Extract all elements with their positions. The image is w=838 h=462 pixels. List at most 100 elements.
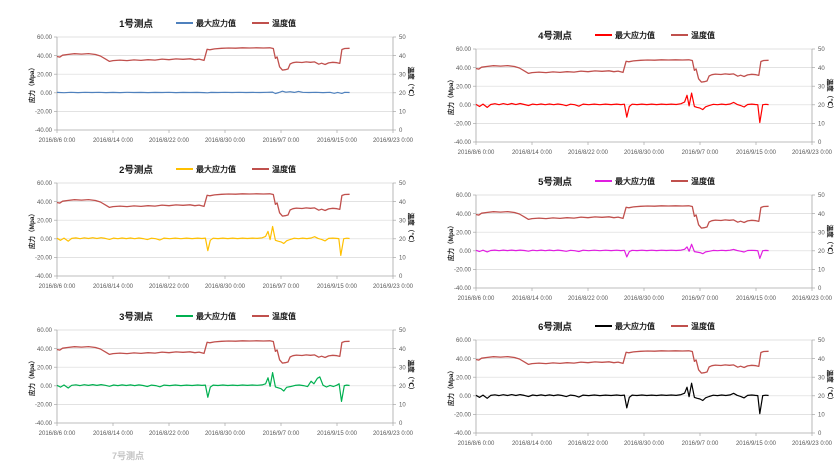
right-tick-label: 10: [818, 413, 825, 419]
chart-canvas: 3号测点 最大应力值 温度值 60.00 50 40.00 40 20.00 30 0.00 20 -…: [27, 311, 416, 437]
left-tick-label: 0.00: [459, 249, 471, 255]
cropped-next-chart-title: 7号测点: [112, 451, 145, 461]
chart-legend: 最大应力值 温度值: [595, 176, 715, 186]
right-tick-label: 50: [399, 181, 406, 187]
right-tick-label: 0: [818, 140, 822, 146]
left-tick-label: 0.00: [459, 394, 471, 400]
right-axis-label: 温度（℃）: [826, 79, 835, 113]
x-tick-label: 2016/8/6 0:00: [458, 296, 495, 302]
x-tick-label: 2016/9/23 0:00: [792, 150, 833, 156]
right-tick-label: 30: [399, 365, 406, 371]
stress-line: [475, 92, 769, 124]
right-tick-label: 50: [399, 35, 406, 41]
temperature-line: [475, 59, 769, 83]
right-tick-label: 50: [399, 328, 406, 334]
chart-title: 3号测点: [119, 311, 153, 323]
x-tick-label: 2016/8/30 0:00: [624, 296, 665, 302]
x-tick-label: 2016/8/14 0:00: [512, 150, 553, 156]
right-tick-label: 10: [818, 268, 825, 274]
stress-line: [56, 371, 350, 403]
left-tick-label: 40.00: [456, 357, 472, 363]
legend-stress-label: 最大应力值: [196, 311, 236, 321]
right-tick-label: 30: [399, 72, 406, 78]
left-axis-label: 应力（Mpa）: [27, 357, 36, 396]
x-tick-label: 2016/9/15 0:00: [736, 441, 777, 447]
chart-legend: 最大应力值 温度值: [595, 30, 715, 40]
left-tick-label: 40.00: [37, 200, 53, 206]
left-axis-label: 应力（Mpa）: [446, 222, 455, 261]
chart-canvas: 4号测点 最大应力值 温度值 60.00 50 40.00 40 20.00 30 0.00 20 -…: [446, 30, 835, 156]
x-tick-label: 2016/8/6 0:00: [458, 441, 495, 447]
right-tick-label: 20: [818, 394, 825, 400]
stress-line: [475, 382, 769, 415]
chart-canvas: 1号测点 最大应力值 温度值 60.00 50 40.00 40 20.00 30 0.00 20 -…: [27, 18, 416, 144]
x-tick-label: 2016/8/6 0:00: [458, 150, 495, 156]
left-axis-label: 应力（Mpa）: [27, 64, 36, 103]
legend-stress-label: 最大应力值: [615, 321, 655, 331]
chart-title: 4号测点: [538, 30, 572, 42]
right-tick-label: 30: [399, 218, 406, 224]
left-tick-label: 40.00: [37, 54, 53, 60]
x-tick-label: 2016/9/7 0:00: [263, 284, 300, 290]
left-tick-label: 20.00: [37, 72, 53, 78]
x-tick-label: 2016/8/14 0:00: [93, 138, 134, 144]
right-tick-label: 0: [399, 128, 403, 134]
chart-title: 2号测点: [119, 164, 153, 176]
temperature-line: [56, 47, 350, 71]
left-tick-label: -40.00: [454, 286, 472, 292]
chart-legend: 最大应力值 温度值: [176, 164, 296, 174]
right-tick-label: 0: [818, 286, 822, 292]
right-axis-label: 温度（℃）: [407, 213, 416, 247]
right-tick-label: 20: [818, 103, 825, 109]
right-tick-label: 20: [399, 384, 406, 390]
chart-title: 1号测点: [119, 18, 153, 30]
x-tick-label: 2016/9/15 0:00: [317, 138, 358, 144]
x-tick-label: 2016/8/14 0:00: [93, 431, 134, 437]
stress-line: [475, 243, 769, 260]
x-tick-label: 2016/8/22 0:00: [149, 431, 190, 437]
left-tick-label: 20.00: [456, 84, 472, 90]
x-tick-label: 2016/9/15 0:00: [317, 284, 358, 290]
left-tick-label: 60.00: [37, 35, 53, 41]
temperature-line: [56, 193, 350, 217]
legend-temp-label: 温度值: [272, 164, 296, 174]
chart-legend: 最大应力值 温度值: [176, 311, 296, 321]
legend-stress-label: 最大应力值: [196, 18, 236, 28]
legend-stress-label: 最大应力值: [196, 164, 236, 174]
right-tick-label: 40: [399, 54, 406, 60]
x-tick-label: 2016/9/23 0:00: [792, 441, 833, 447]
right-tick-label: 10: [399, 403, 406, 409]
left-tick-label: -20.00: [35, 256, 53, 262]
left-tick-label: 20.00: [37, 365, 53, 371]
right-axis-label: 温度（℃）: [407, 360, 416, 394]
left-tick-label: -40.00: [35, 421, 53, 427]
x-tick-label: 2016/8/14 0:00: [93, 284, 134, 290]
left-tick-label: -40.00: [454, 140, 472, 146]
left-tick-label: 60.00: [456, 193, 472, 199]
x-tick-label: 2016/9/7 0:00: [263, 431, 300, 437]
x-tick-label: 2016/8/22 0:00: [568, 150, 609, 156]
x-tick-label: 2016/9/23 0:00: [373, 284, 414, 290]
right-axis-label: 温度（℃）: [826, 370, 835, 404]
x-tick-label: 2016/9/23 0:00: [373, 138, 414, 144]
x-tick-label: 2016/8/30 0:00: [205, 138, 246, 144]
left-axis-label: 应力（Mpa）: [446, 367, 455, 406]
left-tick-label: 40.00: [37, 347, 53, 353]
left-tick-label: 0.00: [40, 91, 52, 97]
left-tick-label: -40.00: [454, 431, 472, 437]
legend-stress-label: 最大应力值: [615, 176, 655, 186]
right-tick-label: 20: [818, 249, 825, 255]
chart-5: 5号测点 最大应力值 温度值 60.00 50 40.00 40 20.00 30 0.00 20 -…: [419, 168, 838, 315]
stress-line: [56, 90, 350, 95]
x-tick-label: 2016/9/7 0:00: [682, 150, 719, 156]
x-tick-label: 2016/8/30 0:00: [205, 284, 246, 290]
chart-canvas: 2号测点 最大应力值 温度值 60.00 50 40.00 40 20.00 30 0.00 20 -…: [27, 164, 416, 290]
left-tick-label: -40.00: [35, 128, 53, 134]
chart-3: 3号测点 最大应力值 温度值 60.00 50 40.00 40 20.00 30 0.00 20 -…: [0, 303, 419, 450]
legend-temp-label: 温度值: [691, 176, 715, 186]
chart-title: 6号测点: [538, 321, 572, 333]
right-axis-label: 温度（℃）: [407, 67, 416, 101]
x-tick-label: 2016/8/6 0:00: [39, 284, 76, 290]
right-tick-label: 20: [399, 91, 406, 97]
x-tick-label: 2016/9/23 0:00: [373, 431, 414, 437]
